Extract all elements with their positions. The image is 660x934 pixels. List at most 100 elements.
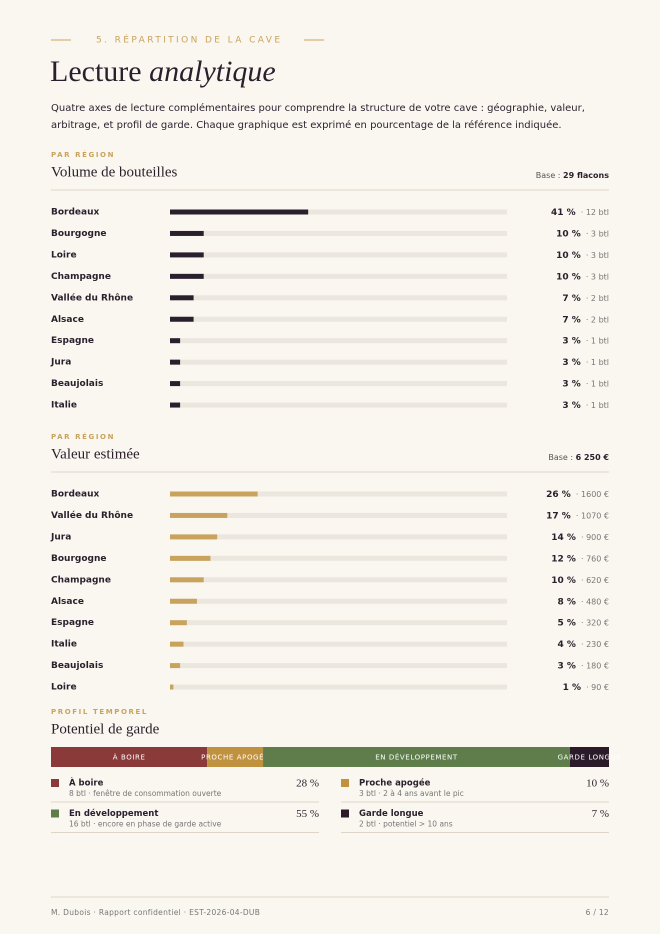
segment-label: Proche apogée bbox=[201, 753, 269, 762]
segment-label: En développement bbox=[375, 753, 458, 762]
value-label: 12 % bbox=[551, 554, 576, 564]
row-value: 12 % · 760 € bbox=[551, 548, 609, 567]
legend-detail: 2 btl · potentiel > 10 ans bbox=[359, 820, 453, 829]
row-label: Bourgogne bbox=[51, 554, 106, 564]
title-emphasis: analytique bbox=[149, 55, 276, 88]
bar bbox=[170, 252, 204, 258]
page-title: Lecture analytique bbox=[50, 55, 276, 88]
footer-right: 6 / 12 bbox=[586, 908, 609, 917]
row-value: 3 % · 1 btl bbox=[562, 330, 609, 349]
intro-line: arbitrage, et profil de garde. Chaque gr… bbox=[51, 119, 562, 131]
bar-track bbox=[170, 641, 507, 647]
bar-track bbox=[170, 230, 507, 236]
legend-detail: 16 btl · encore en phase de garde active bbox=[69, 820, 222, 829]
value-detail: · 1 btl bbox=[586, 358, 609, 367]
row-label: Champagne bbox=[51, 575, 111, 585]
value-label: 1 % bbox=[563, 683, 581, 693]
row-label: Bordeaux bbox=[51, 208, 100, 218]
value-label: 5 % bbox=[557, 618, 575, 628]
row-label: Loire bbox=[51, 250, 77, 260]
bar bbox=[170, 598, 197, 604]
row-value: 14 % · 900 € bbox=[551, 526, 609, 545]
kicker: 5. RÉPARTITION DE LA CAVE bbox=[96, 34, 282, 46]
value-detail: · 1600 € bbox=[576, 490, 609, 499]
bar-track bbox=[170, 316, 507, 322]
bar bbox=[170, 512, 228, 518]
value-detail: · 90 € bbox=[586, 683, 609, 692]
row-label: Bordeaux bbox=[51, 490, 100, 500]
value-label: 3 % bbox=[562, 379, 580, 389]
bar-track bbox=[170, 512, 507, 518]
value-detail: · 230 € bbox=[581, 640, 609, 649]
base-label: Base : bbox=[536, 171, 561, 180]
legend-name: Proche apogée bbox=[359, 778, 431, 789]
bar-track bbox=[170, 209, 507, 215]
row-label: Espagne bbox=[51, 336, 94, 346]
bar bbox=[170, 534, 218, 540]
row-value: 10 % · 3 btl bbox=[556, 266, 609, 285]
segment-label: Garde longue bbox=[558, 754, 622, 762]
bar bbox=[170, 577, 204, 583]
row-value: 7 % · 2 btl bbox=[562, 309, 609, 328]
row-label: Vallée du Rhône bbox=[51, 292, 133, 303]
bar bbox=[170, 402, 181, 408]
bar bbox=[170, 338, 181, 344]
bar bbox=[170, 295, 194, 301]
row-label: Alsace bbox=[51, 315, 84, 325]
bar bbox=[170, 273, 204, 279]
value-detail: · 480 € bbox=[581, 597, 609, 606]
stack-segment bbox=[51, 747, 208, 767]
bar-track bbox=[170, 598, 507, 604]
row-value: 1 % · 90 € bbox=[563, 677, 609, 696]
legend-value: 10 % bbox=[586, 778, 609, 790]
legend-swatch bbox=[341, 779, 349, 787]
value-detail: · 320 € bbox=[581, 618, 609, 627]
value-label: 3 % bbox=[562, 336, 580, 346]
bar-track bbox=[170, 684, 507, 690]
bar-track bbox=[170, 252, 507, 258]
row-value: 41 % · 12 btl bbox=[551, 202, 609, 221]
row-value: 3 % · 180 € bbox=[557, 655, 609, 674]
bar-track bbox=[170, 402, 507, 408]
legend-swatch bbox=[51, 809, 59, 818]
row-label: Beaujolais bbox=[51, 661, 103, 671]
row-value: 3 % · 1 btl bbox=[562, 352, 609, 371]
legend-detail: 3 btl · 2 à 4 ans avant le pic bbox=[359, 789, 464, 798]
value-detail: · 2 btl bbox=[586, 315, 609, 324]
bar bbox=[170, 209, 309, 215]
row-label: Loire bbox=[51, 683, 77, 693]
row-label: Jura bbox=[50, 358, 71, 368]
section-eyebrow: PROFIL TEMPOREL bbox=[51, 708, 148, 716]
value-detail: · 1070 € bbox=[576, 511, 609, 520]
legend-name: En développement bbox=[69, 808, 158, 819]
bar-track bbox=[170, 491, 507, 497]
row-value: 10 % · 620 € bbox=[551, 569, 609, 588]
section-title: Valeur estimée bbox=[51, 446, 140, 462]
row-label: Bourgogne bbox=[51, 229, 106, 239]
legend-value: 7 % bbox=[592, 808, 609, 820]
base-value: 6 250 € bbox=[576, 453, 610, 462]
value-detail: · 3 btl bbox=[586, 229, 609, 238]
row-value: 17 % · 1070 € bbox=[546, 505, 609, 524]
title-main: Lecture bbox=[50, 55, 142, 88]
row-value: 7 % · 2 btl bbox=[562, 287, 609, 306]
bar-track bbox=[170, 620, 507, 626]
legend-value: 28 % bbox=[296, 778, 319, 790]
bar bbox=[170, 620, 187, 626]
value-label: 17 % bbox=[546, 511, 571, 521]
bar-track bbox=[170, 338, 507, 344]
value-detail: · 12 btl bbox=[581, 208, 609, 217]
value-label: 10 % bbox=[556, 272, 581, 282]
bar-track bbox=[170, 359, 507, 365]
row-label: Beaujolais bbox=[51, 379, 103, 389]
bar bbox=[170, 555, 211, 561]
legend-name: À boire bbox=[69, 777, 104, 789]
value-detail: · 1 btl bbox=[586, 379, 609, 388]
value-detail: · 900 € bbox=[581, 532, 609, 541]
value-label: 10 % bbox=[556, 229, 581, 239]
value-label: 14 % bbox=[551, 532, 576, 542]
stack-segment bbox=[569, 747, 609, 767]
bar-track bbox=[170, 663, 507, 669]
row-label: Vallée du Rhône bbox=[51, 510, 133, 521]
